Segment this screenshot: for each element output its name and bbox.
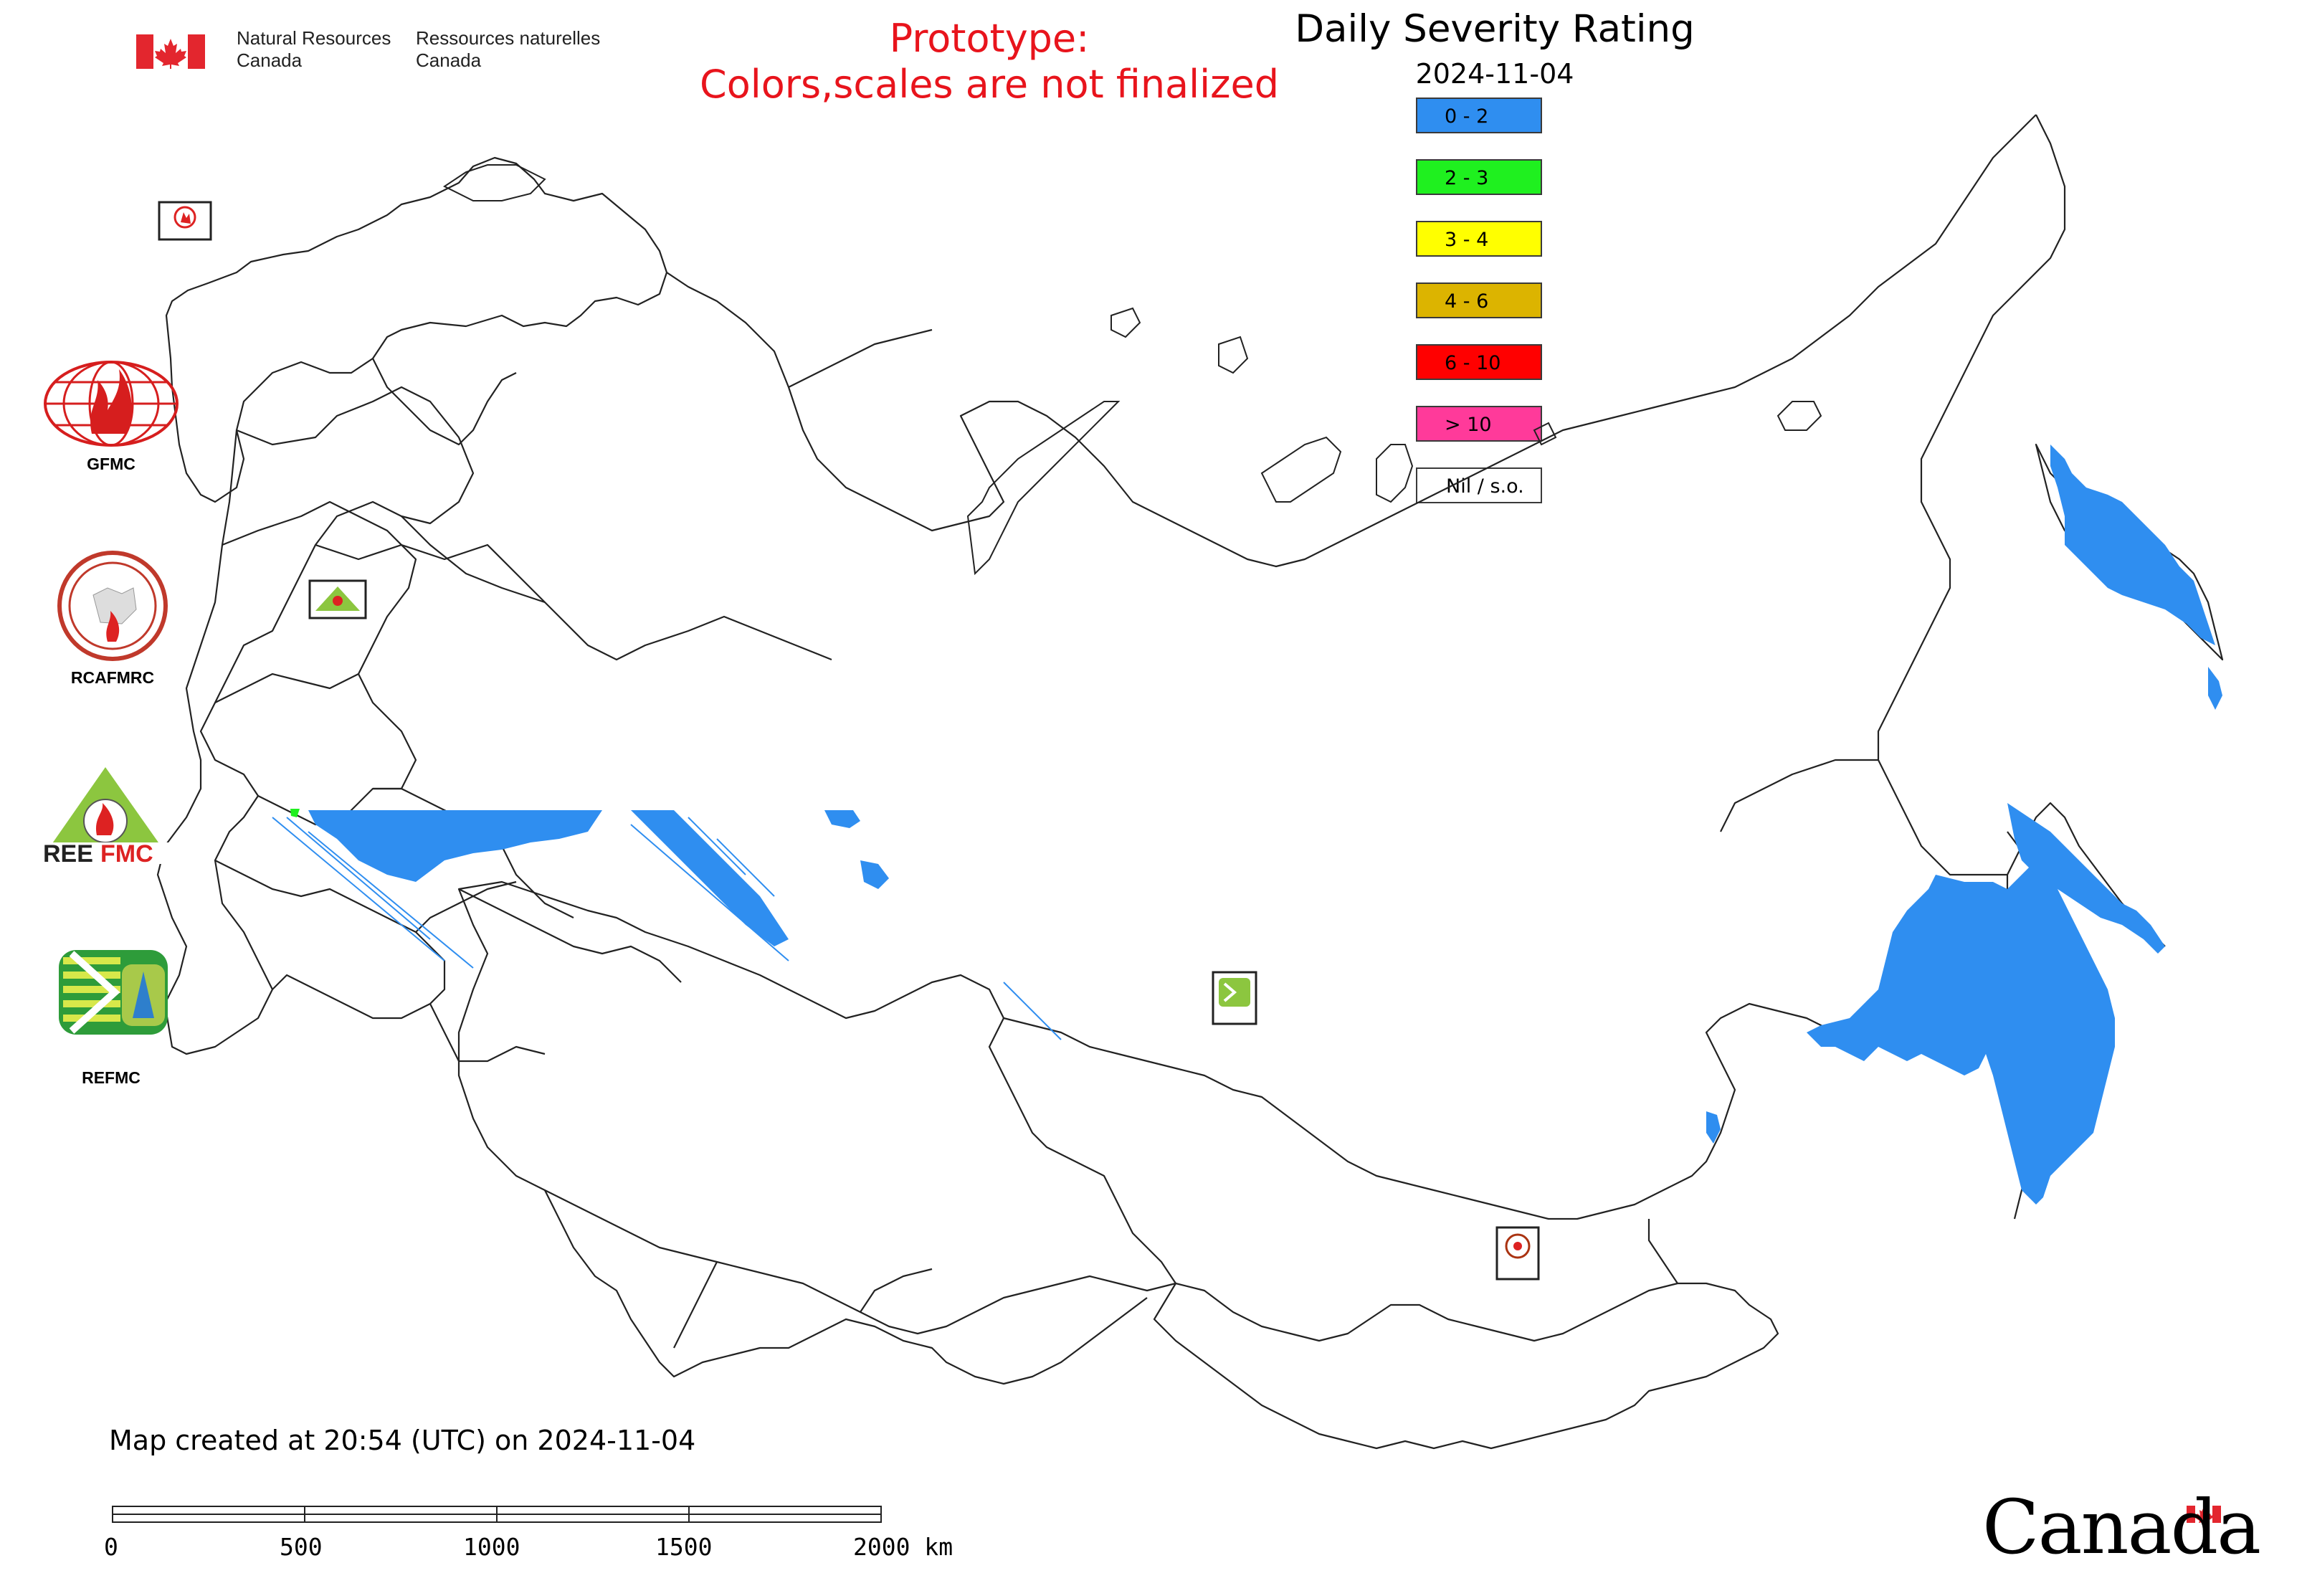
legend-item-4-6: 4 - 6 — [1416, 282, 1542, 318]
scale-tick-500: 500 — [280, 1533, 323, 1561]
prototype-notice: Prototype: Colors,scales are not finaliz… — [700, 16, 1279, 107]
canada-flag-icon — [136, 34, 205, 69]
map-date: 2024-11-04 — [1415, 58, 1574, 90]
legend-item-gt-10: > 10 — [1416, 406, 1542, 442]
map-title: Daily Severity Rating — [1295, 7, 1695, 51]
scale-tick-1000: 1000 — [463, 1533, 520, 1561]
legend-item-0-2: 0 - 2 — [1416, 98, 1542, 133]
svg-text:REE: REE — [43, 840, 93, 868]
canada-wordmark-flag-icon — [2187, 1506, 2221, 1524]
canada-wordmark: Canada — [1982, 1483, 2261, 1571]
map-marker-rcafmrc — [1495, 1226, 1540, 1281]
map-marker-reefmc — [308, 579, 367, 619]
partner-label-gfmc: GFMC — [87, 455, 135, 473]
scale-tick-0: 0 — [104, 1533, 118, 1561]
map-marker-gfmc — [158, 201, 212, 241]
partner-label-refmc: REFMC — [82, 1068, 141, 1087]
refmc-logo — [59, 950, 168, 1035]
legend-item-6-10: 6 - 10 — [1416, 344, 1542, 380]
scale-bar — [112, 1506, 882, 1523]
severity-fill-0-2 — [308, 445, 2222, 1205]
legend-item-nil: Nil / s.o. — [1416, 467, 1542, 503]
map-marker-refmc — [1212, 971, 1257, 1025]
scale-tick-2000: 2000 km — [853, 1533, 953, 1561]
arctic-islands — [443, 164, 1822, 576]
country-borders — [156, 114, 2224, 1450]
map-created-note: Map created at 20:54 (UTC) on 2024-11-04 — [109, 1425, 696, 1456]
legend-item-3-4: 3 - 4 — [1416, 221, 1542, 257]
severity-streaks — [272, 817, 1062, 1040]
gfmc-logo — [44, 361, 179, 447]
nrcan-english-name: Natural Resources Canada — [237, 27, 391, 71]
legend-item-2-3: 2 - 3 — [1416, 159, 1542, 195]
partner-label-rcafmrc: RCAFMRC — [70, 668, 155, 687]
severity-fill-2-3 — [290, 809, 300, 817]
reefmc-logo: REE FMC — [39, 767, 190, 868]
rcafmrc-logo — [57, 551, 168, 661]
scale-tick-1500: 1500 — [655, 1533, 713, 1561]
svg-text:FMC: FMC — [100, 840, 153, 868]
nrcan-french-name: Ressources naturelles Canada — [416, 27, 601, 71]
